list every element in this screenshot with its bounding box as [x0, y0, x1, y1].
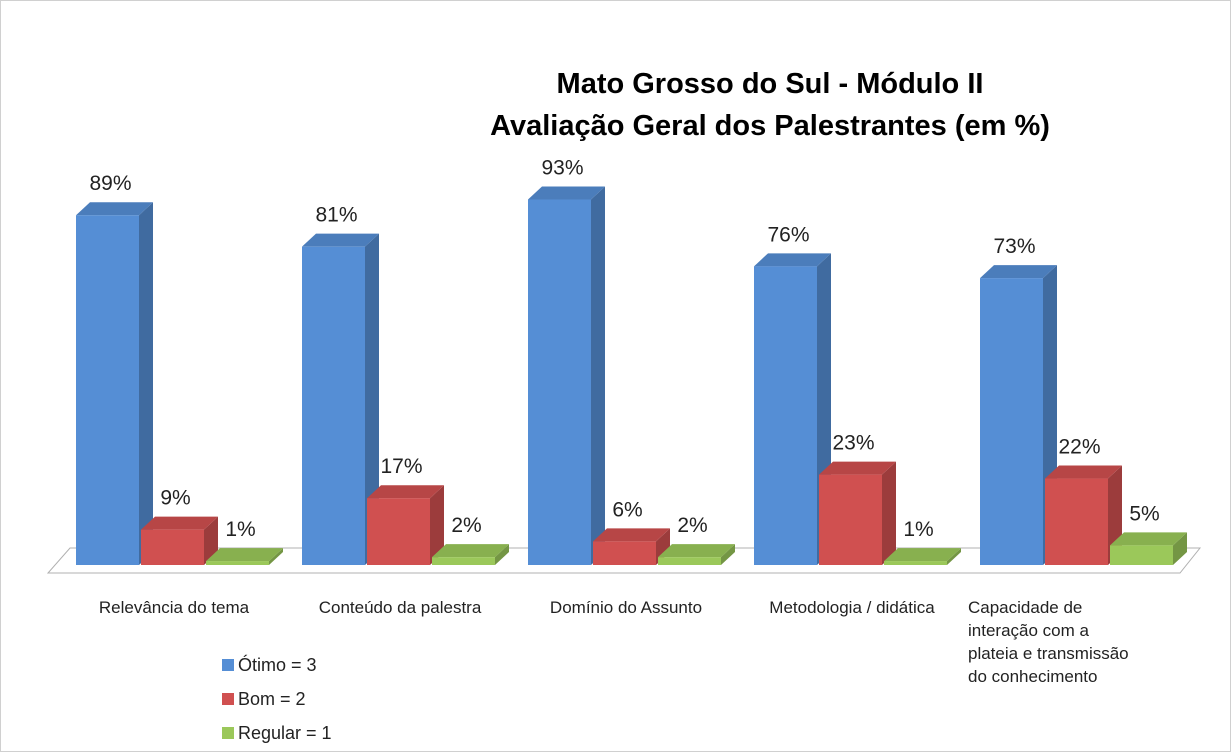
bar-front — [432, 557, 495, 565]
legend-swatch — [222, 727, 234, 739]
bar-front — [980, 278, 1043, 565]
bar-front — [754, 266, 817, 565]
bar-front — [884, 561, 947, 565]
value-label: 1% — [903, 518, 933, 541]
bar-front — [76, 215, 139, 566]
value-label: 23% — [832, 432, 874, 455]
legend-label: Ótimo = 3 — [238, 654, 317, 675]
bar-top — [754, 253, 831, 267]
value-label: 5% — [1129, 502, 1159, 525]
bar — [141, 516, 218, 565]
bar-side — [1173, 532, 1187, 565]
value-label: 2% — [451, 514, 481, 537]
bar-front — [658, 557, 721, 565]
bar-top — [528, 186, 605, 200]
legend-swatch — [222, 659, 234, 671]
bar — [658, 544, 735, 565]
value-label: 17% — [380, 455, 422, 478]
bar-top — [302, 233, 379, 247]
bar-top — [1045, 465, 1122, 479]
bar — [367, 485, 444, 565]
legend-swatch — [222, 693, 234, 705]
bar-top — [819, 461, 896, 475]
bar-side — [139, 202, 153, 566]
bar-side — [721, 544, 735, 565]
bar-front — [819, 474, 882, 565]
value-label: 9% — [160, 487, 190, 510]
bar-side — [430, 485, 444, 565]
legend-label: Bom = 2 — [238, 689, 306, 709]
bar-top — [76, 202, 153, 216]
bar — [432, 544, 509, 565]
chart-title: Mato Grosso do Sul - Módulo II — [557, 68, 984, 100]
bar-side — [591, 186, 605, 565]
x-tick-label: Domínio do Assunto — [549, 598, 703, 617]
bar-top — [593, 528, 670, 542]
bar-side — [882, 461, 896, 565]
value-label: 93% — [541, 157, 583, 180]
bar — [819, 461, 896, 565]
bar — [884, 548, 961, 565]
bar-top — [884, 548, 961, 562]
bar-top — [367, 485, 444, 499]
bar — [76, 202, 153, 566]
x-tick-label: Relevância do tema — [98, 598, 250, 617]
bar-side — [495, 544, 509, 565]
bar-top — [658, 544, 735, 558]
bar — [1110, 532, 1187, 565]
bar-side — [947, 548, 961, 565]
bar-top — [206, 548, 283, 562]
bar-side — [269, 548, 283, 565]
bar — [206, 548, 283, 565]
x-tick-label: Metodologia / didática — [769, 598, 935, 617]
bar-front — [593, 541, 656, 565]
bar-front — [528, 199, 591, 565]
value-label: 22% — [1058, 436, 1100, 459]
value-label: 81% — [315, 204, 357, 227]
bar-front — [206, 561, 269, 565]
bar-side — [365, 233, 379, 566]
bar-front — [367, 498, 430, 565]
chart-subtitle: Avaliação Geral dos Palestrantes (em %) — [490, 110, 1050, 142]
bar-front — [1110, 545, 1173, 565]
bar-top — [141, 516, 218, 530]
value-label: 1% — [225, 518, 255, 541]
bar-top — [1110, 532, 1187, 546]
x-tick-label: Conteúdo da palestra — [318, 598, 482, 617]
bar-front — [141, 529, 204, 565]
value-label: 89% — [89, 172, 131, 195]
value-label: 6% — [612, 498, 642, 521]
bar-front — [1045, 478, 1108, 565]
bar-top — [980, 265, 1057, 279]
bar-front — [302, 246, 365, 566]
bar-side — [204, 516, 218, 565]
bar-top — [432, 544, 509, 558]
legend-label: Regular = 1 — [238, 723, 332, 743]
value-label: 76% — [767, 223, 809, 246]
value-label: 73% — [993, 235, 1035, 258]
value-label: 2% — [677, 514, 707, 537]
bar — [302, 233, 379, 566]
x-tick-label: Capacidade de interação com a plateia e … — [968, 598, 1129, 686]
bar — [528, 186, 605, 565]
